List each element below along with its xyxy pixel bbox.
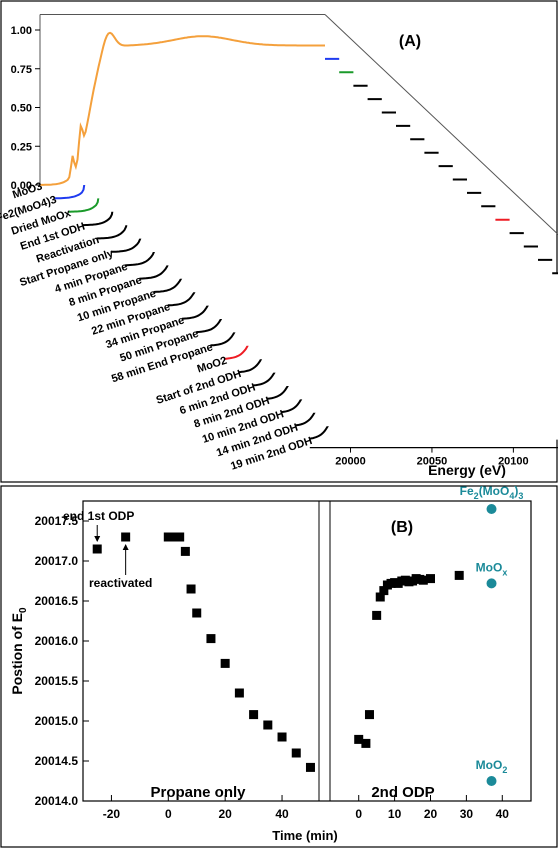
data-point [206,634,216,644]
data-point [372,610,382,620]
panel-a-y-axis: 0.00 0.25 0.50 0.75 1.00 [11,25,40,192]
data-point [163,532,173,542]
panel-a-x-axis-title: Energy (eV) [428,462,506,478]
reference-label-part: 3 [518,491,523,501]
data-point [192,608,202,618]
x-tick-label: 20 [218,807,232,821]
panel-b-x-axis: -20 0 20 40 0 10 20 30 40 [103,795,510,821]
y-tick-label: 20015.5 [35,674,79,688]
reference-label: MoO2 [476,758,508,775]
data-point [454,570,464,580]
left-panel-label: Propane only [150,784,246,801]
x-axis-title: Time (min) [272,828,338,843]
panel-b-y-axis: 20014.0 20014.5 20015.0 20015.5 20016.0 20016… [35,514,89,808]
reference-label: MoOx [476,560,508,577]
box-edge [324,14,558,236]
x-tick-label: 30 [460,807,474,821]
reference-point [486,578,497,589]
data-point [364,710,374,720]
annotation-arrowhead [122,544,129,550]
reference-label-part: Fe [460,484,474,498]
x-tick-label: 0 [355,807,362,821]
data-point [277,732,287,742]
panel-b-points [92,532,464,772]
reference-label-part: MoO [476,758,503,772]
reference-label-part: ) [514,484,518,498]
y-tick-label: 20015.0 [35,714,79,728]
reference-label-part: (MoO [479,484,510,498]
data-point [426,574,435,584]
data-point [186,584,196,594]
reference-label-part: MoO [476,560,503,574]
y-axis-title: Postion of E0 [9,607,29,695]
y-tick-label: 0.50 [11,103,32,115]
x-tick-label: -20 [103,807,121,821]
data-point [180,546,190,556]
reference-label: Fe2(MoO4)3 [460,484,524,501]
data-point [263,720,273,730]
x-tick-label: 20100 [498,456,529,468]
panel-a-x-axis: 20000200502010020150 [309,447,558,468]
y-tick-label: 20014.5 [35,754,79,768]
data-point [169,532,179,542]
y-tick-label: 0.00 [11,180,32,192]
data-point [175,532,185,542]
y-tick-label: 20016.0 [35,634,79,648]
x-tick-label: 40 [496,807,510,821]
data-point [354,734,364,744]
data-point [305,762,315,772]
y-tick-label: 0.75 [11,64,32,76]
y-tick-label: 0.25 [11,141,32,153]
x-tick-label: 20050 [417,456,448,468]
reference-point [486,776,497,786]
spectrum-fill [40,32,325,185]
data-point [379,586,389,596]
panel-b-frame [0,485,558,848]
panel-a-label: (A) [399,33,421,50]
panel-b-annotations: end 1st ODP reactivated [63,509,152,590]
y-tick-label: 1.00 [11,25,32,37]
reference-label-part: 2 [474,491,479,501]
spectrum-line [40,31,325,186]
reference-label-part: 2 [502,765,507,775]
panel-b: (B) Postion of E0 Time (min) Propane onl… [0,484,558,848]
x-tick-label: 20000 [335,456,366,468]
y-tick-label: 20016.5 [35,594,79,608]
data-point [220,658,230,668]
x-tick-label: 20 [424,807,438,821]
panel-a-spectra [40,31,558,440]
annotation-label: end 1st ODP [63,509,134,523]
data-point [92,544,102,554]
data-point [291,748,301,758]
reference-label-part: 4 [509,491,514,501]
data-point [121,532,131,542]
y-tick-label: 20017.5 [35,514,79,528]
panel-b-label: (B) [391,519,413,536]
annotation-arrowhead [94,536,101,542]
y-tick-label: 20014.0 [35,794,79,808]
data-point [418,575,428,585]
plot-frame [82,500,532,802]
reference-point [486,504,497,514]
x-tick-label: 40 [275,807,289,821]
data-point [361,738,371,748]
data-point [249,710,259,720]
data-point [234,688,244,698]
data-point [375,592,385,602]
annotation-label: reactivated [89,576,152,590]
x-tick-label: 0 [165,807,172,821]
right-panel-label: 2nd ODP [371,784,434,801]
y-tick-label: 20017.0 [35,554,79,568]
reference-label-part: x [502,567,507,577]
x-tick-label: 10 [388,807,402,821]
